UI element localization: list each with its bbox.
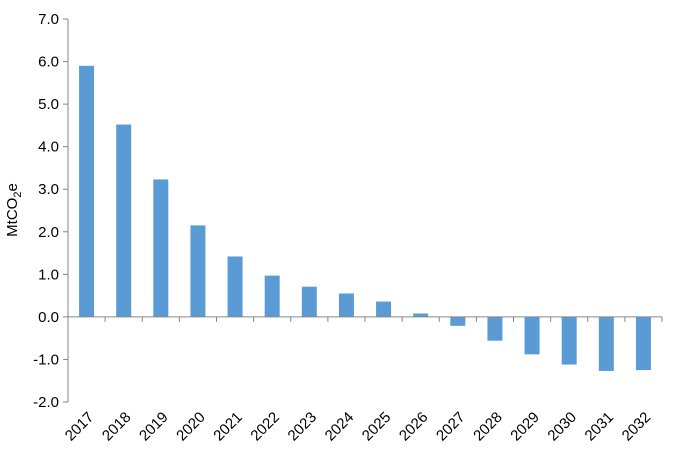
bars	[79, 65, 651, 371]
x-tick-label: 2019	[136, 409, 172, 445]
x-tick-label: 2017	[62, 409, 98, 445]
bar	[450, 316, 466, 326]
bar	[598, 316, 614, 371]
y-tick-label: 4.0	[38, 139, 59, 156]
bar	[301, 286, 317, 317]
x-tick-label: 2020	[173, 409, 209, 445]
y-tick-label: 0.0	[38, 309, 59, 326]
x-tick-label: 2031	[582, 409, 618, 445]
x-tick-label: 2026	[396, 409, 432, 445]
x-tick-label: 2032	[619, 409, 655, 445]
x-tick-label: 2024	[322, 409, 358, 445]
bar	[635, 316, 651, 371]
y-tick-label: 1.0	[38, 266, 59, 283]
bar	[264, 275, 280, 317]
y-tick-label: 2.0	[38, 224, 59, 241]
y-tick-label: 7.0	[38, 11, 59, 28]
y-tick-label: -1.0	[33, 351, 59, 368]
y-axis-label-main: MtCO	[4, 198, 21, 237]
x-tick-label: 2018	[99, 409, 135, 445]
bar	[153, 179, 169, 317]
bar	[116, 124, 132, 317]
x-tick-label: 2023	[285, 409, 321, 445]
x-tick-label: 2021	[210, 409, 246, 445]
svg-text:MtCO2e: MtCO2e	[4, 183, 24, 237]
y-tick-label: -2.0	[33, 394, 59, 411]
bar	[487, 316, 503, 341]
y-axis-label-subscript: 2	[12, 192, 24, 198]
x-tick-label: 2029	[507, 409, 543, 445]
bar	[561, 316, 577, 365]
x-tick-label: 2027	[433, 409, 469, 445]
x-tick-label: 2025	[359, 409, 395, 445]
x-tick-label: 2028	[470, 409, 506, 445]
y-axis-ticks: -2.0 -1.0 0.0 1.0 2.0 3.0 4.0 5.0 6.0 7.0	[33, 11, 68, 411]
bar	[190, 225, 206, 317]
bar	[227, 256, 243, 317]
y-tick-label: 5.0	[38, 96, 59, 113]
y-tick-label: 6.0	[38, 54, 59, 71]
bar	[524, 316, 540, 355]
x-tick-label: 2022	[247, 409, 283, 445]
bar	[338, 293, 354, 317]
y-axis-label: MtCO2e	[4, 183, 24, 237]
bar	[376, 301, 392, 317]
y-tick-label: 3.0	[38, 181, 59, 198]
y-axis-label-suffix: e	[4, 183, 21, 191]
bar	[413, 313, 429, 317]
bar	[79, 65, 95, 317]
x-tick-label: 2030	[544, 409, 580, 445]
